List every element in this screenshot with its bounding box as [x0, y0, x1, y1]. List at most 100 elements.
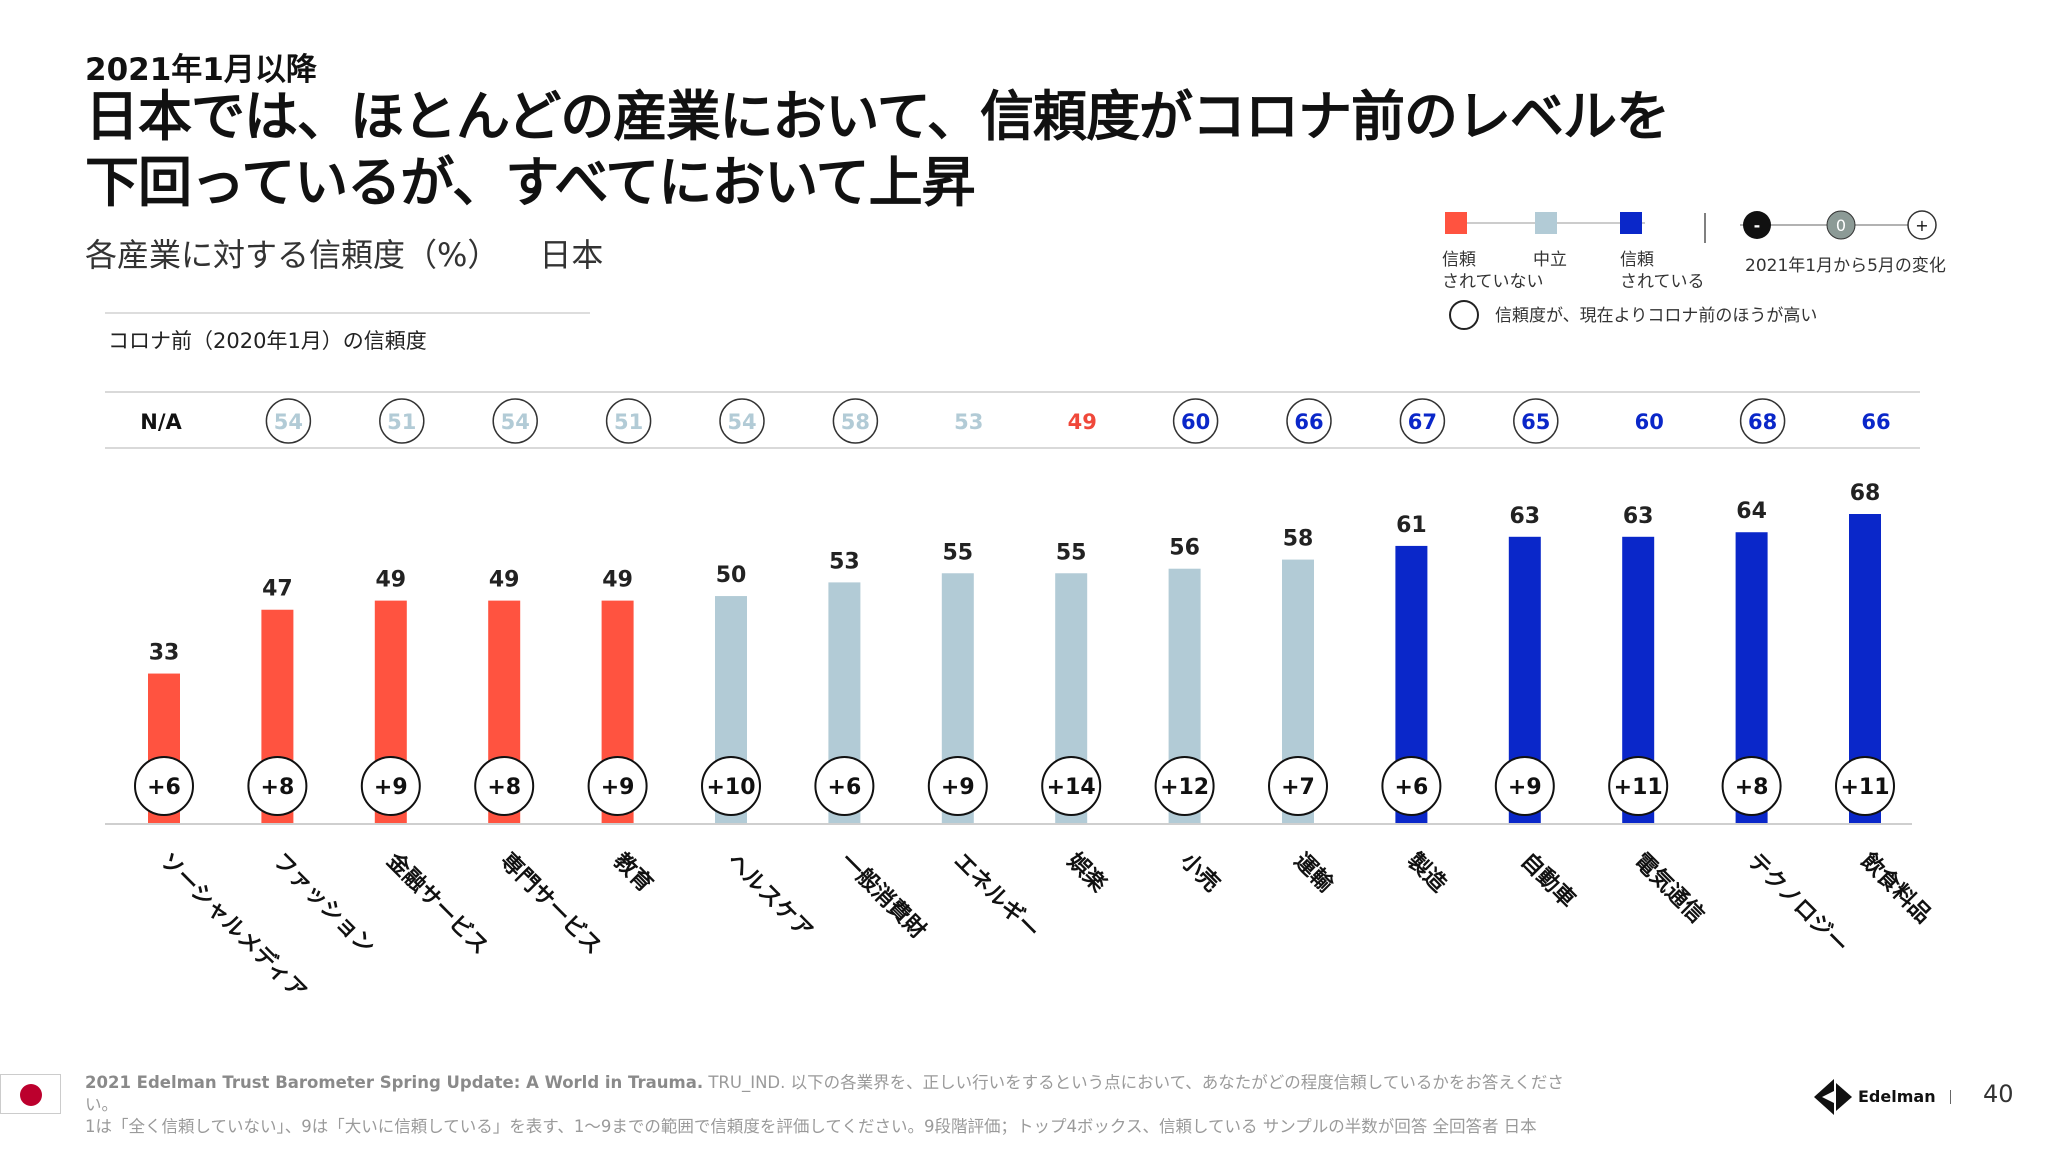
- pre-covid-value: 66: [1294, 410, 1323, 434]
- legend-circle-note: 信頼度が、現在よりコロナ前のほうが高い: [1495, 306, 1817, 326]
- pre-covid-value: 54: [501, 410, 530, 434]
- bar-value-label: 55: [942, 540, 973, 565]
- change-circle: [814, 756, 875, 816]
- legend-trust-label: 信頼 されている: [1620, 250, 1705, 292]
- chart-subtitle: 各産業に対する信頼度（%） 日本: [85, 230, 603, 276]
- pre-covid-higher-circle: [1172, 398, 1219, 444]
- caption-divider: [105, 312, 590, 314]
- change-circle: [927, 756, 988, 816]
- category-label: 電気通信: [1629, 848, 1710, 929]
- change-value: +9: [1508, 775, 1542, 800]
- bar-value-label: 64: [1736, 499, 1767, 524]
- legend-change-negative-label: -: [1754, 216, 1761, 235]
- pre-covid-value: 60: [1635, 410, 1664, 434]
- pre-covid-value: 54: [274, 410, 303, 434]
- bar-value-label: 63: [1509, 504, 1540, 529]
- category-label: 娯楽: [1062, 848, 1112, 898]
- legend-graphic: - 0 + 2021年1月から5月の変化 信頼度が、現在よりコロナ前のほうが高い: [1445, 210, 1946, 330]
- change-value: +8: [261, 775, 295, 800]
- pre-covid-value: N/A: [140, 410, 182, 434]
- pre-covid-value: 53: [954, 410, 983, 434]
- bar-value-label: 50: [716, 563, 747, 588]
- footer-separator: [1950, 1090, 1951, 1104]
- change-circle: [134, 756, 194, 816]
- change-value: +8: [1735, 775, 1769, 800]
- pre-covid-value: 49: [1068, 410, 1097, 434]
- change-circle: [1494, 756, 1555, 816]
- pre-covid-value: 68: [1748, 410, 1777, 434]
- pre-covid-higher-circle: [1513, 398, 1559, 444]
- change-value: +12: [1160, 775, 1209, 800]
- category-label: テクノロジー: [1742, 849, 1852, 959]
- legend-distrust-label: 信頼 されていない: [1442, 250, 1544, 292]
- bar-value-label: 55: [1056, 540, 1087, 565]
- change-value: +9: [941, 775, 975, 800]
- change-circle: [1268, 756, 1328, 816]
- change-circle: [247, 756, 308, 816]
- change-circle: [474, 756, 535, 816]
- pre-covid-value: 51: [614, 410, 643, 434]
- bar-value-label: 49: [489, 568, 520, 593]
- footer-source-line2: 1は「全く信頼していない」、9は「大いに信頼している」を表す、1〜9までの範囲で…: [85, 1117, 1537, 1136]
- change-value: +9: [374, 775, 408, 800]
- category-labels: ソーシャルメディアファッション 金融サービス 専門サービス 教育 ヘルスケア 一般消費財エ…: [155, 847, 1937, 1005]
- bar-value-label: 49: [602, 568, 633, 593]
- change-value: +6: [147, 775, 181, 800]
- eyebrow-label: 2021年1月以降: [85, 52, 317, 88]
- change-value: +6: [1395, 775, 1429, 800]
- change-circle: [1041, 756, 1102, 816]
- legend-distrust-swatch: [1445, 212, 1467, 234]
- legend-change-zero: [1826, 210, 1856, 240]
- page-number: 40: [1983, 1080, 2014, 1108]
- country-label: 日本: [539, 236, 604, 274]
- legend-change-zero-label: 0: [1836, 216, 1846, 235]
- pre-covid-value: 58: [841, 410, 870, 434]
- legend-change-negative: [1743, 211, 1771, 239]
- bar-value-label: 33: [149, 641, 180, 666]
- pre-covid-value: 54: [727, 410, 756, 434]
- page-title: 日本では、ほとんどの産業において、信頼度がコロナ前のレベルを 下回っているが、す…: [85, 84, 1785, 216]
- change-circle: [1608, 756, 1669, 816]
- pre-covid-higher-circle: [1286, 398, 1332, 444]
- change-circle: [1381, 756, 1442, 816]
- japan-flag-icon: [0, 1074, 61, 1114]
- pre-covid-higher-circle: [379, 398, 425, 444]
- pre-covid-row-top-rule: [105, 391, 1920, 393]
- pre-covid-value: 66: [1861, 410, 1890, 434]
- change-values: +6 +8 +9 +8 +9 +10 +6 +9 +14 +12 +7 +6 +9 +11 +8 +11: [134, 756, 1895, 816]
- legend-trust-swatch: [1620, 212, 1642, 234]
- change-value: +14: [1047, 775, 1096, 800]
- pre-covid-higher-circle: [492, 398, 538, 444]
- category-label: 金融サービス: [381, 847, 493, 959]
- legend-change-label: 2021年1月から5月の変化: [1745, 256, 1946, 276]
- change-circle: [360, 756, 421, 816]
- change-circle: [1154, 756, 1215, 816]
- bar-value-label: 53: [829, 549, 860, 574]
- change-value: +11: [1840, 775, 1889, 800]
- pre-covid-caption: コロナ前（2020年1月）の信頼度: [108, 329, 427, 353]
- category-label: ヘルスケア: [722, 849, 817, 944]
- legend: - 0 + 2021年1月から5月の変化 信頼度が、現在よりコロナ前のほうが高い…: [1440, 205, 2000, 335]
- category-label: 専門サービス: [495, 849, 606, 960]
- change-value: +6: [828, 775, 862, 800]
- change-value: +9: [601, 775, 635, 800]
- change-circle: [1721, 756, 1782, 816]
- bar-value-label: 56: [1169, 536, 1200, 561]
- category-label: ファッション: [268, 849, 379, 960]
- category-label: 小売: [1175, 848, 1225, 898]
- bar-value-label: 47: [262, 577, 293, 602]
- legend-neutral-label: 中立: [1533, 250, 1567, 270]
- pre-covid-value: 67: [1408, 410, 1437, 434]
- title-line-1: 日本では、ほとんどの産業において、信頼度がコロナ前のレベルを: [85, 85, 1670, 148]
- category-label: 自動車: [1516, 848, 1581, 913]
- brand-name: Edelman: [1858, 1087, 1936, 1106]
- change-value: +8: [487, 775, 521, 800]
- category-label: 運輸: [1289, 848, 1339, 898]
- bar-value-label: 63: [1623, 504, 1654, 529]
- category-label: 製造: [1401, 847, 1451, 897]
- legend-higher-before-circle: [1449, 300, 1479, 330]
- footer-source: 2021 Edelman Trust Barometer Spring Upda…: [85, 1072, 1585, 1138]
- legend-neutral-swatch: [1535, 212, 1557, 234]
- category-label: 教育: [608, 848, 658, 898]
